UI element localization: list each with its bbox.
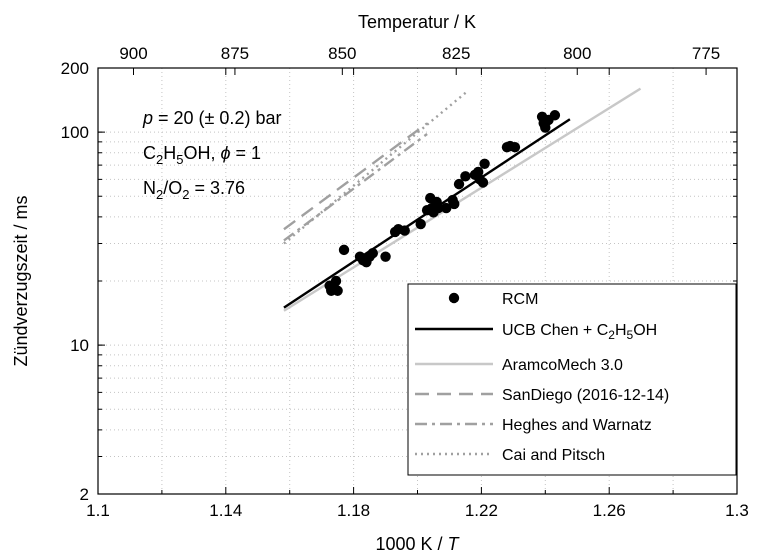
top-tick-label: 800 [563, 44, 591, 63]
rcm-data-point [415, 218, 426, 230]
series-line-4 [283, 133, 428, 242]
rcm-data-point [479, 158, 490, 170]
rcm-data-point [338, 244, 350, 256]
rcm-data-point [433, 202, 444, 214]
rcm-data-point [509, 141, 521, 153]
x-axis-title: 1000 K / T [375, 534, 460, 554]
y-tick-label: 100 [61, 123, 89, 142]
series-layer [283, 87, 642, 312]
legend-label-sandiego: SanDiego (2016-12-14) [502, 387, 669, 404]
legend-label-ucb-chen: UCB Chen + C2H5OH [502, 322, 657, 342]
top-tick-label: 900 [119, 44, 147, 63]
x-tick-label: 1.22 [465, 501, 498, 520]
legend-label-rcm: RCM [502, 291, 538, 308]
x-tick-label: 1.26 [593, 501, 626, 520]
y-tick-label: 2 [80, 485, 89, 504]
legend-box [407, 283, 737, 476]
rcm-data-point [380, 251, 391, 262]
legend-swatch-rcm [448, 292, 460, 304]
annotation-diluent: N2/O2 = 3.76 [143, 178, 245, 202]
legend-swatches [415, 292, 493, 456]
rcm-data-point [453, 178, 465, 190]
top-tick-label: 875 [221, 44, 249, 63]
top-tick-label: 825 [442, 44, 470, 63]
annotation-fuel: C2H5OH, ϕ = 1 [143, 143, 261, 167]
rcm-data-point [441, 202, 452, 214]
y-tick-label: 10 [70, 336, 89, 355]
y-axis-title: Zündverzugszeit / ms [11, 195, 31, 366]
x-tick-label: 1.14 [209, 501, 242, 520]
rcm-data-point [367, 248, 378, 259]
ticks: 1.1 1.14 1.18 1.22 1.26 1.3 900 875 850 825 800 775… [61, 44, 749, 520]
legend-label-cai-pitsch: Cai and Pitsch [502, 447, 605, 464]
series-line-2 [283, 87, 642, 312]
legend: RCM UCB Chen + C2H5OH AramcoMech 3.0 San… [407, 283, 737, 476]
rcm-data-point [449, 198, 460, 210]
rcm-data-point [477, 177, 489, 188]
x-tick-label: 1.1 [86, 501, 110, 520]
rcm-data-point [330, 275, 342, 287]
legend-label-heghes-warnatz: Heghes and Warnatz [502, 417, 652, 434]
y-tick-label: 200 [61, 59, 89, 78]
series-line-5 [283, 90, 468, 245]
top-tick-label: 775 [692, 44, 720, 63]
x-tick-label: 1.18 [337, 501, 370, 520]
rcm-data-point [399, 225, 410, 236]
legend-label-aramcomech: AramcoMech 3.0 [502, 357, 623, 374]
top-axis-title: Temperatur / K [358, 12, 476, 32]
x-tick-label: 1.3 [725, 501, 749, 520]
top-tick-label: 850 [328, 44, 356, 63]
series-line-3 [283, 122, 428, 231]
annotation-pressure: p = 20 (± 0.2) bar [142, 108, 281, 128]
rcm-data-point [549, 110, 561, 121]
annotation-block: p = 20 (± 0.2) bar C2H5OH, ϕ = 1 N2/O2 =… [142, 108, 281, 202]
rcm-data-point [332, 285, 343, 296]
rcm-data-point [460, 171, 471, 182]
